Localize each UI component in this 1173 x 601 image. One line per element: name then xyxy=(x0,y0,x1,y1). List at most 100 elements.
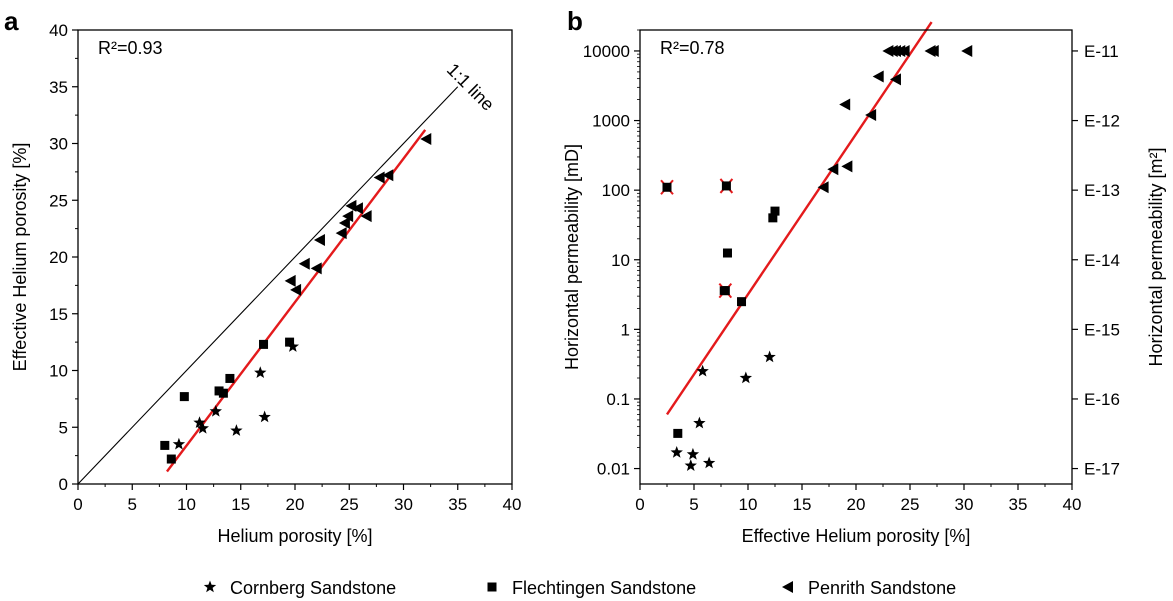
square-marker xyxy=(285,337,295,347)
triangle-left-marker xyxy=(298,257,310,270)
square-marker xyxy=(160,440,170,450)
legend-label-cornberg: Cornberg Sandstone xyxy=(230,578,396,598)
y-tick-label: 1000 xyxy=(592,112,630,131)
y-tick-label: 25 xyxy=(49,191,68,210)
star-marker xyxy=(763,350,776,363)
triangle-left-marker xyxy=(290,283,302,296)
square-red-x-marker xyxy=(719,178,734,194)
legend-triangle-icon xyxy=(782,581,793,593)
square-marker xyxy=(770,206,780,216)
right-y-tick-label: E-14 xyxy=(1084,251,1120,270)
x-tick-label: 15 xyxy=(793,495,812,514)
x-tick-label: 0 xyxy=(73,495,82,514)
triangle-left-marker xyxy=(420,132,432,145)
x-tick-label: 20 xyxy=(286,495,305,514)
panel-a-x-axis-title: Helium porosity [%] xyxy=(217,526,372,546)
panel-a-fit-line xyxy=(166,129,427,473)
triangle-left-marker xyxy=(313,233,325,246)
y-tick-label: 5 xyxy=(59,418,68,437)
triangle-left-marker xyxy=(961,44,973,57)
triangle-left-marker xyxy=(310,262,322,275)
triangle-left-marker xyxy=(284,274,296,287)
panel-a-r-squared: R²=0.93 xyxy=(98,38,163,58)
x-tick-label: 30 xyxy=(394,495,413,514)
triangle-left-marker xyxy=(351,202,363,215)
square-marker xyxy=(166,454,176,464)
triangle-left-marker xyxy=(360,210,372,223)
triangle-left-marker xyxy=(335,227,347,240)
panel-b-fit-line xyxy=(666,21,933,416)
star-marker xyxy=(193,416,206,428)
x-tick-label: 35 xyxy=(448,495,467,514)
x-tick-label: 20 xyxy=(847,495,866,514)
legend-star-icon xyxy=(203,580,217,593)
star-marker xyxy=(684,459,697,471)
star-marker xyxy=(739,371,753,384)
x-tick-label: 5 xyxy=(128,495,137,514)
triangle-left-marker xyxy=(865,109,877,122)
triangle-left-marker xyxy=(817,181,829,194)
triangle-left-marker xyxy=(382,169,394,182)
panel-b-letter: b xyxy=(567,6,583,36)
triangle-left-marker xyxy=(839,98,851,111)
y-tick-label: 0.1 xyxy=(606,390,630,409)
panel-b-y-axis-title: Horizontal permeability [mD] xyxy=(562,144,582,370)
y-tick-label: 0.01 xyxy=(597,460,630,479)
star-marker xyxy=(670,446,683,458)
y-tick-label: 10 xyxy=(611,251,630,270)
y-tick-label: 0 xyxy=(59,475,68,494)
x-tick-label: 10 xyxy=(177,495,196,514)
panel-a-letter: a xyxy=(4,6,19,36)
panel-b-r-squared: R²=0.78 xyxy=(660,38,725,58)
panel-a-chart: a 0 5 10 15 20 25 30 35 40 0 5 10 15 20 25 30 35 40 1:1 l… xyxy=(4,6,521,546)
square-marker xyxy=(673,428,683,438)
star-marker xyxy=(702,456,716,469)
panel-b-chart: b 0 5 10 15 20 25 30 35 40 0.01 0.1 1 10 100 1000 10000… xyxy=(562,6,1166,546)
y-tick-label: 10 xyxy=(49,362,68,381)
triangle-left-marker xyxy=(338,216,350,229)
star-marker xyxy=(696,364,709,377)
legend-label-penrith: Penrith Sandstone xyxy=(808,578,956,598)
x-tick-label: 30 xyxy=(955,495,974,514)
x-tick-label: 25 xyxy=(901,495,920,514)
star-marker xyxy=(686,447,700,460)
x-tick-label: 15 xyxy=(231,495,250,514)
triangle-left-marker xyxy=(827,163,839,176)
star-marker xyxy=(196,421,209,434)
y-tick-label: 1 xyxy=(621,320,630,339)
square-marker xyxy=(737,297,747,307)
square-marker xyxy=(768,213,778,223)
panel-b-plot-frame xyxy=(639,29,1073,485)
right-y-tick-label: E-11 xyxy=(1084,42,1119,61)
square-red-x-marker xyxy=(660,179,674,195)
star-marker xyxy=(254,366,267,379)
triangle-left-marker xyxy=(841,160,853,173)
triangle-left-marker xyxy=(898,44,910,57)
square-marker xyxy=(722,248,732,258)
star-marker xyxy=(172,437,186,450)
x-tick-label: 0 xyxy=(635,495,644,514)
y-tick-label: 35 xyxy=(49,78,68,97)
star-marker xyxy=(230,424,243,436)
right-y-tick-label: E-17 xyxy=(1084,460,1120,479)
triangle-left-marker xyxy=(373,171,385,184)
star-marker xyxy=(693,416,706,429)
triangle-left-marker xyxy=(872,70,884,83)
y-tick-label: 40 xyxy=(49,21,68,40)
right-y-tick-label: E-15 xyxy=(1084,320,1120,339)
x-tick-label: 40 xyxy=(503,495,522,514)
y-tick-label: 15 xyxy=(49,305,68,324)
y-tick-label: 20 xyxy=(49,248,68,267)
triangle-left-marker xyxy=(927,44,939,57)
square-marker xyxy=(179,392,189,402)
right-y-tick-label: E-12 xyxy=(1084,112,1120,131)
x-tick-label: 35 xyxy=(1009,495,1028,514)
x-tick-label: 5 xyxy=(689,495,698,514)
panel-b-right-axis-title: Horizontal permeability [m²] xyxy=(1146,147,1166,366)
y-tick-label: 100 xyxy=(602,181,630,200)
one-to-one-reference-line xyxy=(77,86,459,485)
square-red-x-marker xyxy=(718,282,733,299)
x-tick-label: 25 xyxy=(340,495,359,514)
legend-label-flechtingen: Flechtingen Sandstone xyxy=(512,578,696,598)
